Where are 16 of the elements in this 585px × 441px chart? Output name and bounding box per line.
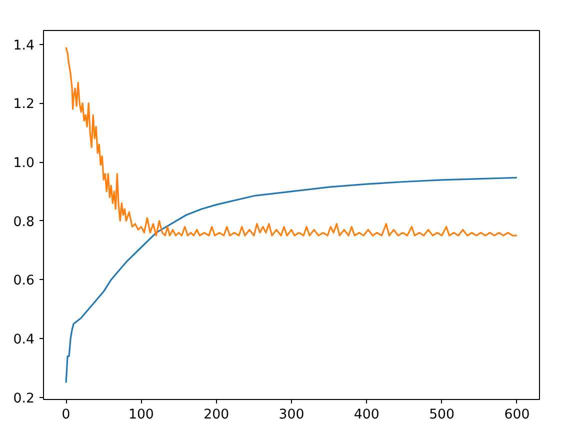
y-tick-label: 0.6 (13, 274, 35, 289)
x-tick-label: 100 (128, 408, 154, 422)
x-tick-label: 400 (354, 408, 380, 422)
y-tick-label: 0.2 (13, 391, 35, 406)
line-series (65, 46, 518, 236)
y-tick-label: 1.4 (13, 38, 35, 54)
line-series (65, 176, 518, 384)
x-tick-label: 0 (62, 408, 70, 422)
y-tick-label: 1.2 (13, 97, 35, 112)
y-tick-label: 0.8 (13, 214, 35, 230)
x-tick-label: 200 (204, 408, 230, 422)
x-tick-label: 500 (429, 408, 455, 422)
x-tick-label: 600 (504, 408, 530, 422)
x-tick-label: 300 (278, 408, 304, 422)
y-tick-label: 0.4 (13, 332, 35, 348)
y-tick-label: 1.0 (13, 156, 35, 172)
